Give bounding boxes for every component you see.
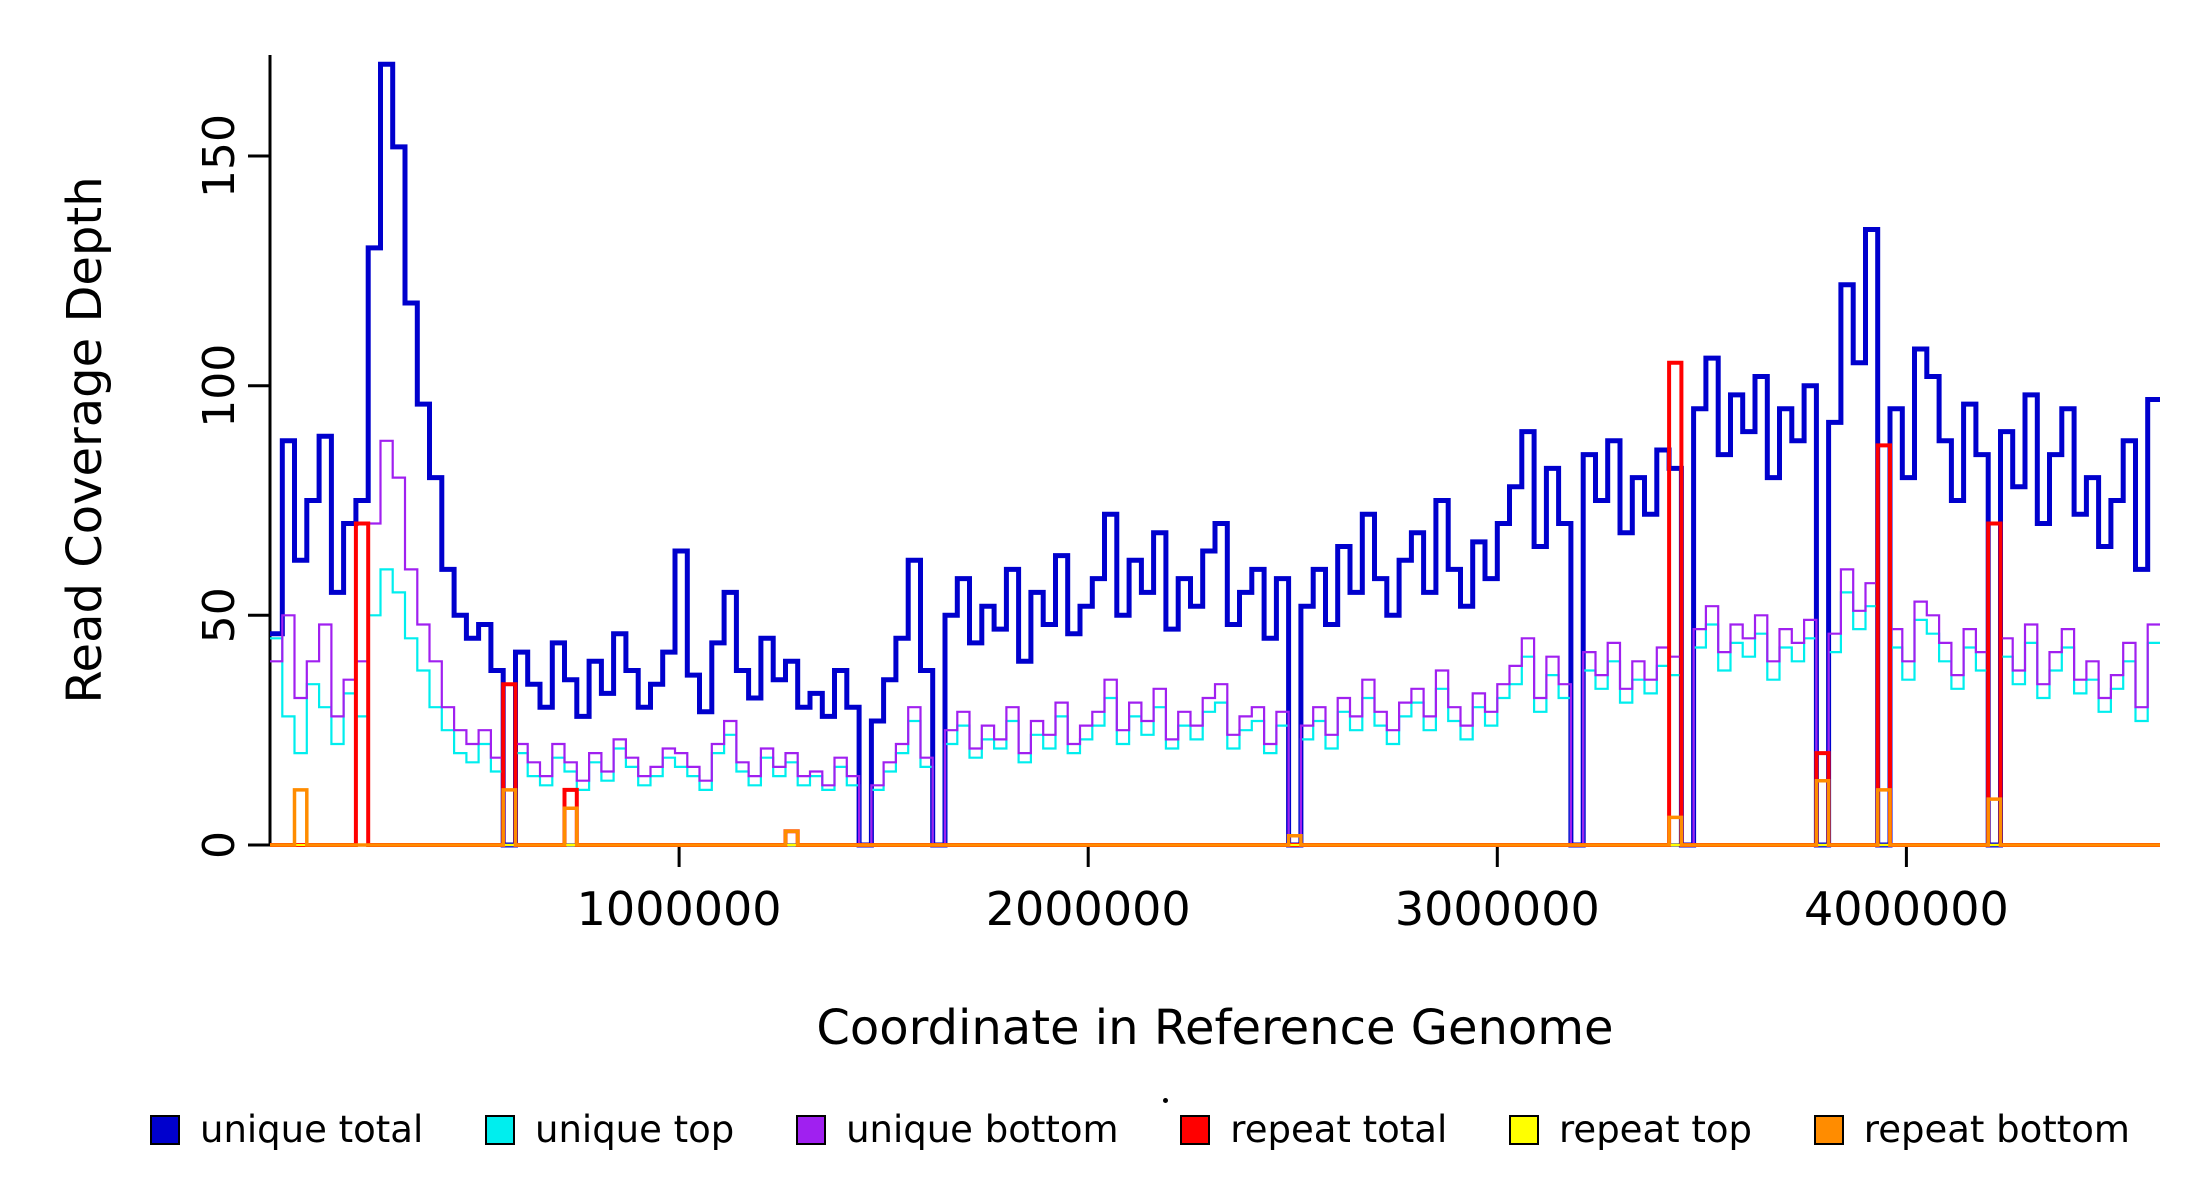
legend-item-unique-total: unique total <box>150 1108 423 1151</box>
legend-swatch <box>1813 1114 1844 1145</box>
legend-item-unique-bottom: unique bottom <box>796 1108 1119 1151</box>
legend-item-repeat-top: repeat top <box>1509 1108 1752 1151</box>
legend-label: repeat bottom <box>1863 1108 2130 1151</box>
svg-text:2000000: 2000000 <box>986 882 1191 936</box>
stray-dot <box>1163 1098 1168 1103</box>
legend-item-unique-top: unique top <box>485 1108 734 1151</box>
legend-swatch <box>1180 1114 1211 1145</box>
legend-label: repeat top <box>1559 1108 1753 1151</box>
legend-label: unique top <box>535 1108 735 1151</box>
legend-label: repeat total <box>1230 1108 1448 1151</box>
plot-area: 0 50 100 150 1000000 2000000 3000000 4000000 <box>194 55 2160 936</box>
legend-item-repeat-bottom: repeat bottom <box>1813 1108 2130 1151</box>
svg-text:0: 0 <box>194 831 245 859</box>
svg-text:4000000: 4000000 <box>1804 882 2009 936</box>
legend-label: unique bottom <box>846 1108 1119 1151</box>
legend-label: unique total <box>200 1108 424 1151</box>
svg-text:50: 50 <box>194 587 245 643</box>
svg-text:150: 150 <box>194 114 245 198</box>
svg-text:3000000: 3000000 <box>1395 882 1600 936</box>
x-axis-title: Coordinate in Reference Genome <box>816 1000 1614 1056</box>
legend-swatch <box>150 1114 180 1145</box>
legend: unique total unique top unique bottom re… <box>150 1108 2130 1151</box>
svg-text:100: 100 <box>194 344 245 428</box>
legend-item-repeat-total: repeat total <box>1180 1108 1447 1151</box>
y-axis-title: Read Coverage Depth <box>57 176 113 704</box>
legend-swatch <box>796 1114 827 1145</box>
legend-swatch <box>1509 1114 1540 1145</box>
legend-swatch <box>485 1114 516 1145</box>
svg-text:1000000: 1000000 <box>577 882 782 936</box>
